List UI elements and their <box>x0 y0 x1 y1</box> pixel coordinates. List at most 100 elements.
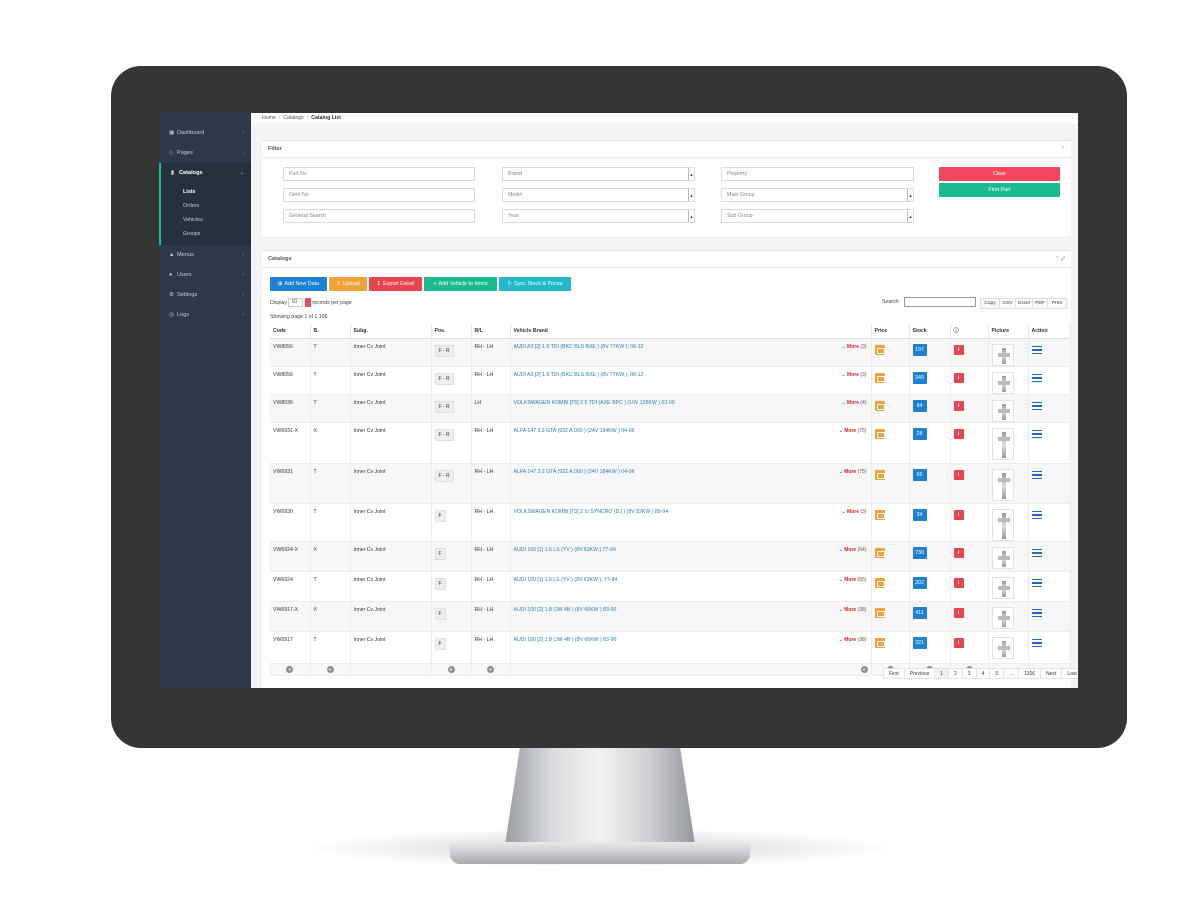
column-header[interactable]: Price <box>871 324 910 339</box>
sidebar-subitem-orders[interactable]: Orders <box>183 203 200 209</box>
vehicle-brand-link[interactable]: VOLKSWAGEN KOMBI [T3] 2.1I SYNCRO (DJ ) … <box>513 508 669 515</box>
column-header[interactable]: Pos. <box>431 324 472 339</box>
filter-icon[interactable]: ▼ <box>326 665 334 673</box>
table-row[interactable]: VW6931-X X Inner Cv Joint F - R RH - LH ALFA … <box>270 422 1071 464</box>
filter-icon[interactable]: ▼ <box>487 665 494 673</box>
sidebar-subitem-groups[interactable]: Groups <box>183 231 201 237</box>
price-icon[interactable] <box>874 607 885 618</box>
sidebar-item-dashboard[interactable]: ▦ Dashboard ‹ <box>159 123 251 143</box>
vehicle-brand-link[interactable]: ALFA 147 3.2 GTA (932 A.000 ) (24V 184KW… <box>513 468 635 475</box>
collapse-icon[interactable]: ⌃ ⤢ <box>1055 256 1065 262</box>
export-excel-button[interactable]: ↧ Export Excell <box>369 277 422 291</box>
info-icon[interactable]: i <box>953 547 964 558</box>
menu-icon[interactable] <box>1031 578 1042 590</box>
vehicle-brand-link[interactable]: AUDI 100 [2] 1.8 (JW 4B ) (8V 66KW ) 83-… <box>513 636 617 643</box>
price-icon[interactable] <box>874 637 885 648</box>
more-vehicles-toggle[interactable]: ⌄ More (75) <box>839 428 867 434</box>
sub-group-select[interactable]: Sub Group ▲ <box>721 209 914 223</box>
table-row[interactable]: VW8056 T Inner Cv Joint F - R RH - LH AUDI A3… <box>270 338 1071 367</box>
column-header[interactable]: ⓘ <box>950 324 989 339</box>
menu-icon[interactable] <box>1031 470 1042 482</box>
vehicle-brand-link[interactable]: ALFA 147 3.2 GTA (932 A.000 ) (24V 184KW… <box>513 427 635 434</box>
price-icon[interactable] <box>874 509 885 520</box>
pdf-button[interactable]: PDF <box>1032 298 1048 309</box>
part-thumbnail[interactable] <box>991 343 1014 366</box>
vehicle-brand-link[interactable]: VOLKSWAGEN KOMBI [T5] 2.5 TDI (AXE BPC )… <box>513 399 675 406</box>
pager-page-3[interactable]: 3 <box>961 668 977 679</box>
pager-page-2[interactable]: 2 <box>947 668 963 679</box>
part-thumbnail[interactable] <box>991 468 1014 501</box>
find-part-button[interactable]: Find Part <box>939 183 1060 197</box>
sidebar-item-pages[interactable]: ◇ Pages ‹ <box>159 143 251 163</box>
csv-button[interactable]: CSV <box>999 298 1016 309</box>
part-thumbnail[interactable] <box>991 636 1014 659</box>
vehicle-brand-link[interactable]: AUDI A3 [2] 1.9 TDI (BKC BLS BXE ) (8V 7… <box>513 343 644 350</box>
property-input[interactable]: Property <box>721 167 914 181</box>
more-vehicles-toggle[interactable]: ⌄ More (38) <box>839 607 867 613</box>
model-select[interactable]: Model ▲ <box>502 188 695 202</box>
table-row[interactable]: VW6931 T Inner Cv Joint F - R RH - LH ALFA 14… <box>270 463 1071 504</box>
column-header[interactable]: Subg. <box>350 324 432 339</box>
vehicle-brand-link[interactable]: AUDI 100 [2] 1.8 (JW 4B ) (8V 66KW ) 83-… <box>513 606 617 613</box>
part-thumbnail[interactable] <box>991 606 1014 629</box>
info-icon[interactable]: i <box>953 607 964 618</box>
column-header[interactable]: Code <box>270 324 311 339</box>
menu-icon[interactable] <box>1031 608 1042 620</box>
print-button[interactable]: Print <box>1047 298 1067 309</box>
filter-icon[interactable]: ▼ <box>447 665 455 673</box>
price-icon[interactable] <box>874 428 885 439</box>
part-thumbnail[interactable] <box>991 576 1014 599</box>
info-icon[interactable]: i <box>953 344 964 355</box>
pager-last[interactable]: Last <box>1061 668 1078 679</box>
sync-button[interactable]: ↻ Sync Stock & Prices <box>499 277 571 291</box>
more-vehicles-toggle[interactable]: ⌄ More (3) <box>841 509 866 515</box>
menu-icon[interactable] <box>1031 510 1042 522</box>
sidebar-item-logs[interactable]: ◷ Logs ‹ <box>159 305 251 325</box>
table-search-input[interactable] <box>904 297 976 307</box>
pager-page-last-number[interactable]: 1106 <box>1018 668 1042 679</box>
menu-icon[interactable] <box>1031 429 1042 441</box>
info-icon[interactable]: i <box>953 372 964 383</box>
more-vehicles-toggle[interactable]: ⌄ More (55) <box>839 577 867 583</box>
pager-first[interactable]: First <box>883 668 905 679</box>
price-icon[interactable] <box>874 372 885 383</box>
table-row[interactable]: VW6924-X X Inner Cv Joint F RH - LH AUDI 100 … <box>270 541 1071 572</box>
excel-button[interactable]: Excel <box>1015 298 1033 309</box>
price-icon[interactable] <box>874 400 885 411</box>
part-thumbnail[interactable] <box>991 399 1014 422</box>
info-icon[interactable]: i <box>953 509 964 520</box>
part-thumbnail[interactable] <box>991 508 1014 541</box>
menu-icon[interactable] <box>1031 638 1042 650</box>
vehicle-brand-link[interactable]: AUDI 100 [1] 1.6 LS (YV ) (8V 63KW ), 77… <box>513 576 618 583</box>
table-row[interactable]: VW6930 T Inner Cv Joint F RH - LH VOLKSWAGEN … <box>270 503 1071 542</box>
column-header[interactable]: Stock <box>909 324 951 339</box>
sidebar-item-settings[interactable]: ⚙ Settings ‹ <box>159 285 251 305</box>
sidebar-item-catalogs[interactable]: ▮ Catalogs ⌄ <box>159 163 251 183</box>
info-icon[interactable]: i <box>953 637 964 648</box>
oem-no-input[interactable]: Oem No <box>283 188 475 202</box>
more-vehicles-toggle[interactable]: ⌄ More (75) <box>839 469 867 475</box>
table-row[interactable]: VW8036 T Inner Cv Joint F - R LH VOLKSWAGEN K… <box>270 394 1071 423</box>
vehicle-brand-link[interactable]: AUDI 100 [1] 1.6 LS (YV ) (8V 63KW ) 77-… <box>513 546 616 553</box>
filter-icon[interactable]: ▼ <box>286 665 294 673</box>
table-row[interactable]: VW6917-X X Inner Cv Joint F RH - LH AUDI 100 … <box>270 601 1071 632</box>
breadcrumb-home[interactable]: Home <box>262 115 276 121</box>
part-thumbnail[interactable] <box>991 427 1014 460</box>
records-per-page-select[interactable]: 10 <box>288 298 304 307</box>
general-search-input[interactable]: General Search <box>283 209 475 223</box>
copy-button[interactable]: Copy <box>980 298 1000 309</box>
sidebar-subitem-lists[interactable]: Lists <box>183 189 196 195</box>
price-icon[interactable] <box>874 547 885 558</box>
part-thumbnail[interactable] <box>991 371 1014 394</box>
sidebar-item-menus[interactable]: ▲ Menus ‹ <box>159 245 251 265</box>
vehicle-brand-link[interactable]: AUDI A3 [2] 1.9 TDI (BKC BLS BXE ) (8V 7… <box>513 371 644 378</box>
table-row[interactable]: VW6924 T Inner Cv Joint F RH - LH AUDI 100 [1… <box>270 571 1071 602</box>
price-icon[interactable] <box>874 577 885 588</box>
pager-next[interactable]: Next <box>1040 668 1063 679</box>
column-header[interactable]: B. <box>310 324 351 339</box>
info-icon[interactable]: i <box>953 469 964 480</box>
more-vehicles-toggle[interactable]: ⌄ More (4) <box>841 400 866 406</box>
sidebar-subitem-vehicles[interactable]: Vehicles <box>183 217 203 223</box>
price-icon[interactable] <box>874 469 885 480</box>
menu-icon[interactable] <box>1031 345 1042 357</box>
